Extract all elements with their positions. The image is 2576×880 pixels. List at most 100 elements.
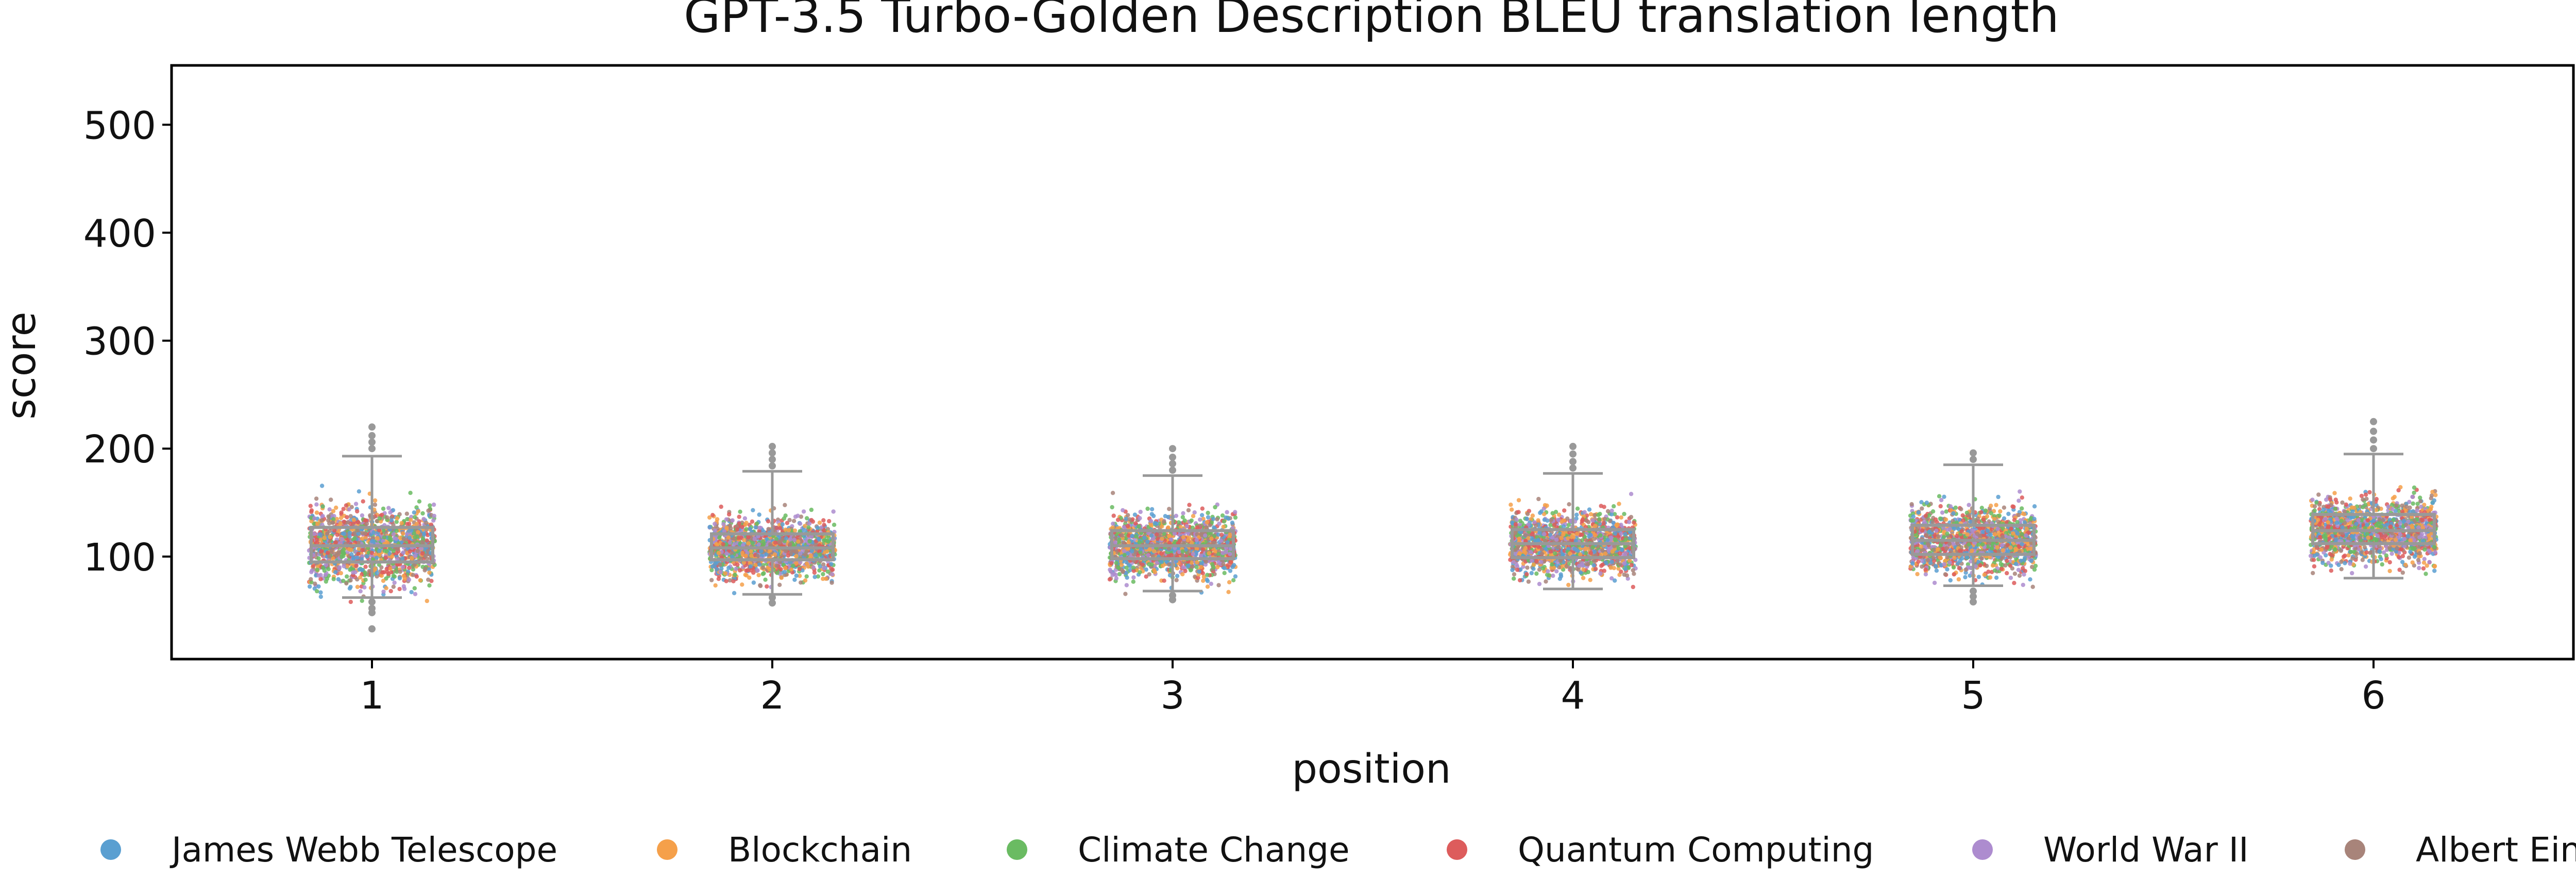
strip-point: [750, 541, 755, 545]
strip-point: [811, 565, 816, 570]
strip-point: [417, 499, 422, 504]
strip-point: [774, 526, 779, 530]
strip-point: [371, 530, 376, 535]
strip-point: [760, 565, 766, 570]
strip-point: [309, 515, 314, 520]
strip-point: [814, 553, 818, 558]
strip-point: [1226, 516, 1231, 521]
strip-point: [341, 547, 346, 552]
strip-point: [737, 514, 741, 519]
strip-point: [373, 552, 378, 557]
strip-point: [1544, 579, 1548, 584]
strip-point: [1198, 517, 1202, 522]
strip-point: [1222, 519, 1227, 524]
strip-point: [805, 561, 809, 566]
strip-point: [719, 504, 723, 509]
strip-point: [799, 580, 803, 585]
strip-point: [1226, 590, 1231, 594]
strip-point: [339, 555, 344, 559]
strip-point: [1207, 551, 1211, 556]
strip-point: [1233, 574, 1238, 579]
strip-point: [1127, 517, 1132, 522]
strip-point: [1163, 514, 1167, 519]
outlier-point: [368, 445, 376, 453]
strip-point: [1205, 584, 1210, 589]
strip-point: [743, 554, 748, 558]
strip-point: [315, 540, 319, 545]
strip-point: [808, 553, 813, 558]
strip-point: [1124, 583, 1129, 588]
strip-point: [1110, 491, 1115, 495]
strip-point: [360, 536, 365, 541]
strip-point: [803, 578, 808, 583]
strip-point: [713, 522, 717, 526]
strip-point: [734, 566, 738, 572]
strip-point: [749, 568, 753, 573]
strip-point: [359, 557, 364, 562]
strip-point: [740, 550, 745, 556]
strip-point: [340, 537, 345, 542]
strip-point: [1531, 566, 1536, 571]
strip-point: [1122, 553, 1127, 558]
strip-point: [738, 509, 742, 514]
strip-point: [779, 575, 784, 580]
strip-point: [751, 580, 756, 585]
strip-point: [797, 566, 802, 572]
strip-point: [357, 489, 361, 494]
strip-point: [420, 551, 425, 556]
strip-point: [404, 511, 409, 516]
strip-point: [727, 512, 732, 517]
strip-point: [347, 530, 352, 536]
strip-point: [750, 519, 755, 524]
strip-point: [1562, 508, 1567, 513]
strip-point: [342, 564, 346, 568]
strip-point: [777, 582, 782, 588]
strip-point: [363, 577, 368, 582]
strip-point: [1120, 533, 1125, 538]
strip-point: [792, 538, 797, 542]
strip-point: [357, 546, 361, 551]
strip-point: [1137, 524, 1141, 529]
outlier-point: [769, 443, 776, 451]
strip-point: [748, 564, 753, 569]
strip-point: [707, 525, 712, 529]
strip-point: [416, 530, 420, 534]
strip-point: [1558, 572, 1563, 577]
strip-point: [394, 537, 399, 541]
strip-point: [726, 535, 731, 540]
strip-point: [788, 537, 793, 542]
strip-point: [424, 521, 429, 525]
strip-point: [355, 528, 360, 533]
strip-point: [316, 584, 321, 589]
strip-point: [355, 555, 360, 560]
strip-point: [1617, 502, 1621, 506]
strip-point: [345, 515, 349, 520]
strip-point: [345, 574, 349, 579]
strip-point: [413, 592, 418, 596]
strip-point: [336, 549, 341, 555]
strip-point: [384, 566, 389, 572]
strip-point: [1195, 525, 1200, 530]
strip-point: [377, 548, 382, 554]
strip-point: [751, 508, 755, 512]
strip-point: [742, 538, 747, 543]
outlier-point: [769, 449, 776, 457]
strip-point: [1194, 538, 1199, 542]
strip-point: [783, 503, 787, 507]
strip-point: [312, 531, 317, 537]
strip-point: [360, 598, 364, 603]
strip-point: [315, 567, 319, 572]
strip-point: [318, 537, 324, 542]
strip-point: [1138, 509, 1143, 514]
strip-point: [822, 566, 826, 571]
strip-point: [315, 589, 319, 594]
strip-point: [1228, 568, 1233, 573]
strip-point: [1148, 519, 1154, 524]
strip-point: [1233, 510, 1238, 514]
strip-point: [737, 568, 742, 573]
strip-point: [782, 570, 787, 574]
strip-point: [1131, 565, 1136, 570]
strip-point: [328, 534, 332, 540]
strip-point: [338, 515, 344, 521]
